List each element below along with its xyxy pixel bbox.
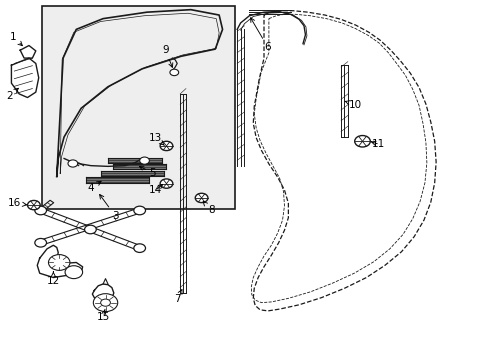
Text: 1: 1 <box>10 32 22 46</box>
Circle shape <box>134 244 145 252</box>
Circle shape <box>195 193 207 203</box>
Text: 14: 14 <box>149 184 163 195</box>
Text: 11: 11 <box>371 139 385 149</box>
Text: 6: 6 <box>250 18 271 52</box>
Text: 15: 15 <box>96 309 109 322</box>
Circle shape <box>169 69 178 76</box>
Circle shape <box>354 135 369 147</box>
Text: 12: 12 <box>47 272 60 286</box>
Circle shape <box>68 160 78 167</box>
Circle shape <box>160 141 172 150</box>
Circle shape <box>27 201 40 210</box>
Text: 13: 13 <box>149 133 164 145</box>
Text: 5: 5 <box>139 166 156 178</box>
Text: 10: 10 <box>344 100 362 110</box>
Text: 7: 7 <box>174 290 182 304</box>
Circle shape <box>160 179 172 188</box>
Text: 2: 2 <box>6 88 19 101</box>
Text: 3: 3 <box>100 194 119 221</box>
Text: 9: 9 <box>162 45 172 67</box>
Text: 16: 16 <box>8 198 26 208</box>
Circle shape <box>35 238 46 247</box>
Circle shape <box>93 294 118 312</box>
Circle shape <box>35 206 46 215</box>
Text: 4: 4 <box>87 181 101 193</box>
Circle shape <box>134 206 145 215</box>
Circle shape <box>140 157 149 164</box>
Circle shape <box>65 266 82 279</box>
Circle shape <box>48 255 70 270</box>
Circle shape <box>101 299 110 306</box>
Text: 8: 8 <box>203 202 214 216</box>
FancyBboxPatch shape <box>42 6 234 209</box>
Circle shape <box>84 225 96 234</box>
